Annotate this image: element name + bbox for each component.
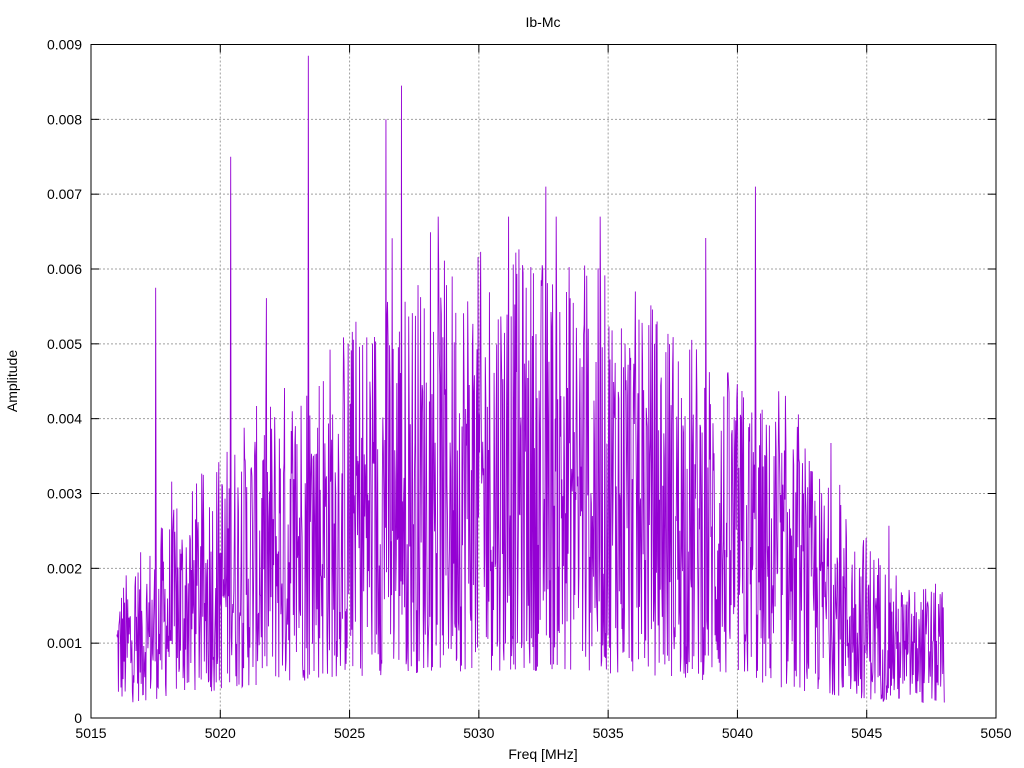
spectrum-line <box>116 55 945 703</box>
y-tick-label: 0 <box>74 710 82 726</box>
series-line <box>116 55 945 703</box>
x-axis-label: Freq [MHz] <box>508 746 577 762</box>
y-axis-label: Amplitude <box>4 350 20 412</box>
x-tick-label: 5035 <box>593 725 624 741</box>
x-tick-label: 5050 <box>980 725 1011 741</box>
y-tick-label: 0.001 <box>47 635 82 651</box>
x-axis-ticks: 5015 5020 5025 5030 5035 5040 5045 5050 <box>75 44 1012 741</box>
y-tick-label: 0.008 <box>47 111 82 127</box>
y-axis-ticks: 0 0.001 0.002 0.003 0.004 0.005 0.006 0.007 0.00… <box>47 37 996 726</box>
plot-frame <box>90 44 997 719</box>
y-tick-label: 0.006 <box>47 261 82 277</box>
y-tick-label: 0.003 <box>47 486 82 502</box>
y-tick-label: 0.002 <box>47 560 82 576</box>
x-tick-label: 5040 <box>722 725 753 741</box>
x-tick-label: 5045 <box>851 725 882 741</box>
y-tick-label: 0.004 <box>47 411 82 427</box>
chart-title: Ib-Mc <box>526 14 561 30</box>
x-tick-label: 5025 <box>334 725 365 741</box>
x-tick-label: 5030 <box>463 725 494 741</box>
x-tick-label: 5020 <box>205 725 236 741</box>
y-tick-label: 0.009 <box>47 37 82 53</box>
y-tick-label: 0.005 <box>47 336 82 352</box>
y-tick-label: 0.007 <box>47 186 82 202</box>
x-tick-label: 5015 <box>75 725 106 741</box>
